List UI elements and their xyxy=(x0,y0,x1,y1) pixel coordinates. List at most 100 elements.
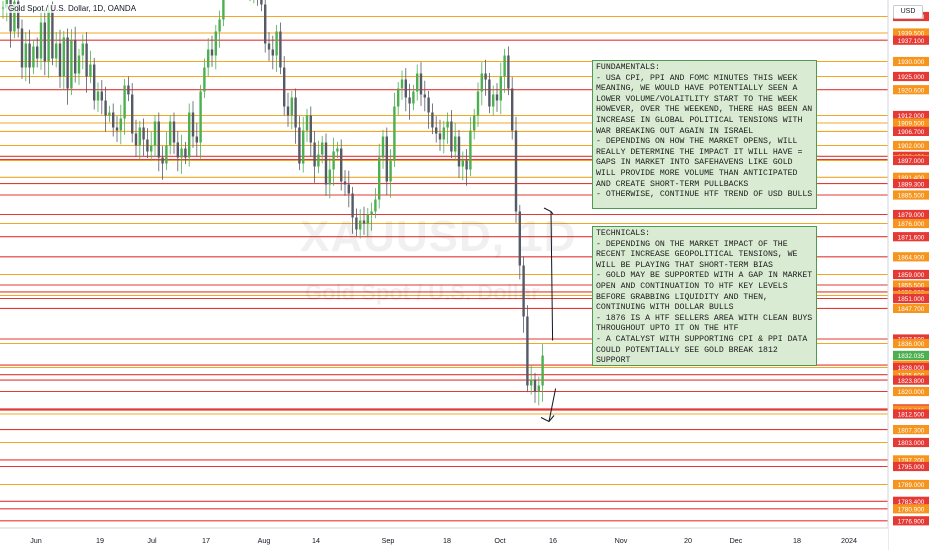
candle-body-39 xyxy=(150,145,153,152)
price-tag-28 xyxy=(893,350,929,360)
candle-body-35 xyxy=(134,133,138,146)
candles-layer xyxy=(1,0,544,406)
candle-body-68 xyxy=(260,0,263,5)
price-tag-7 xyxy=(893,118,929,128)
candle-body-38 xyxy=(146,139,149,152)
price-label-17: 1876.000 xyxy=(898,221,925,228)
bearish-arrowhead xyxy=(540,415,555,423)
candle-body-137 xyxy=(522,265,525,317)
price-tag-33 xyxy=(893,386,929,397)
time-label-14: 2024 xyxy=(841,536,857,545)
time-label-5: 14 xyxy=(312,536,320,545)
candle-body-84 xyxy=(321,142,324,155)
price-label-3: 1930.000 xyxy=(898,59,925,66)
price-tag-31 xyxy=(893,370,929,380)
candle-body-0 xyxy=(1,7,5,9)
price-tag-42 xyxy=(893,496,929,506)
candle-body-43 xyxy=(165,145,168,164)
price-tag-24 xyxy=(893,293,929,304)
candle-body-96 xyxy=(366,214,369,224)
candle-body-111 xyxy=(423,94,426,98)
candle-body-123 xyxy=(469,130,472,170)
price-tag-17 xyxy=(893,218,929,229)
price-label-19: 1864.900 xyxy=(898,255,925,262)
candle-body-41 xyxy=(157,121,160,158)
candle-body-50 xyxy=(191,112,195,137)
candle-body-4 xyxy=(17,1,20,29)
price-tag-19 xyxy=(893,252,929,262)
candle-body-30 xyxy=(115,127,119,131)
price-label-20: 1859.000 xyxy=(898,272,925,279)
candle-body-25 xyxy=(96,91,100,101)
candle-body-28 xyxy=(108,112,111,116)
candle-body-57 xyxy=(218,19,221,32)
candle-body-129 xyxy=(492,94,495,107)
candle-body-135 xyxy=(514,130,518,212)
note-line: - DEPENDING ON HOW THE MARKET OPENS, WIL… xyxy=(596,137,808,189)
candle-body-7 xyxy=(28,43,31,68)
candle-body-78 xyxy=(298,127,301,164)
candle-body-99 xyxy=(378,157,381,200)
price-label-4: 1925.000 xyxy=(898,74,925,81)
candle-body-134 xyxy=(511,88,514,131)
price-tag-39 xyxy=(893,455,929,465)
candle-body-75 xyxy=(286,106,290,116)
time-label-2: Jul xyxy=(147,536,157,545)
time-axis-background xyxy=(0,528,888,550)
price-label-27: 1836.000 xyxy=(898,341,925,348)
time-label-13: 18 xyxy=(793,536,801,545)
price-label-14: 1889.300 xyxy=(898,181,925,188)
price-tag-3 xyxy=(893,56,929,67)
candle-body-89 xyxy=(340,148,343,182)
candle-body-108 xyxy=(412,91,415,104)
price-label-15: 1885.500 xyxy=(898,193,925,200)
candle-body-122 xyxy=(465,160,468,170)
candle-body-18 xyxy=(70,40,73,89)
price-label-28: 1832.035 xyxy=(898,353,925,360)
candle-body-90 xyxy=(343,181,347,185)
candle-body-76 xyxy=(290,97,293,116)
price-label-41: 1789.000 xyxy=(898,482,925,489)
currency-selector[interactable]: USD xyxy=(893,5,923,19)
candle-body-131 xyxy=(499,76,502,101)
price-tag-9 xyxy=(893,140,929,151)
price-label-1: 1939.500 xyxy=(898,31,925,38)
candle-body-69 xyxy=(264,4,267,44)
candle-body-16 xyxy=(62,37,65,77)
candle-body-114 xyxy=(435,127,438,134)
price-tag-18 xyxy=(893,232,929,242)
candle-body-102 xyxy=(389,160,392,182)
candle-body-115 xyxy=(438,133,442,140)
candle-body-112 xyxy=(427,97,430,113)
candle-body-109 xyxy=(416,73,419,92)
price-tag-12 xyxy=(893,155,929,166)
candle-body-22 xyxy=(85,43,88,77)
price-tag-43 xyxy=(893,504,929,514)
candle-body-121 xyxy=(461,160,464,167)
time-label-6: Sep xyxy=(382,536,395,545)
candle-body-110 xyxy=(419,73,423,95)
price-label-42: 1783.400 xyxy=(898,499,925,506)
candle-body-119 xyxy=(454,136,457,152)
candle-body-88 xyxy=(336,148,339,152)
note-line: - GOLD MAY BE SUPPORTED WITH A GAP IN MA… xyxy=(596,271,817,313)
price-tag-6 xyxy=(893,110,929,121)
candle-body-71 xyxy=(271,49,274,56)
time-label-11: 20 xyxy=(684,536,692,545)
time-label-3: 17 xyxy=(202,536,210,545)
price-tag-15 xyxy=(893,190,929,200)
fundamentals-note: FUNDAMENTALS: - USA CPI, PPI AND FOMC MIN… xyxy=(592,60,817,209)
technicals-note: TECHNICALS: - DEPENDING ON THE MARKET IMP… xyxy=(592,226,817,366)
candle-body-133 xyxy=(507,55,510,89)
price-tag-21 xyxy=(893,280,929,290)
price-label-30: 1828.000 xyxy=(898,365,925,372)
time-label-4: Aug xyxy=(258,536,271,545)
candle-body-13 xyxy=(51,10,54,59)
candle-body-5 xyxy=(20,28,24,68)
time-label-8: Oct xyxy=(494,536,505,545)
candle-body-42 xyxy=(161,157,164,164)
candle-body-34 xyxy=(131,94,134,134)
price-label-38: 1803.000 xyxy=(898,440,925,447)
candle-body-101 xyxy=(385,136,388,182)
candle-body-77 xyxy=(294,97,297,128)
